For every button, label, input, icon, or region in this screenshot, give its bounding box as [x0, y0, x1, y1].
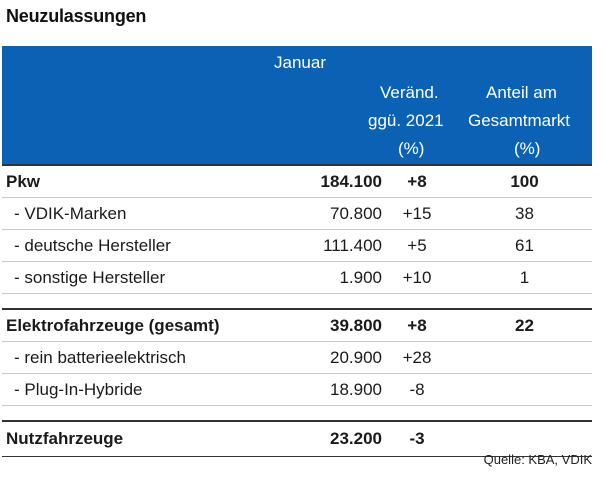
table-row: - rein batterieelektrisch 20.900 +28: [2, 342, 592, 374]
row-label: Nutzfahrzeuge: [6, 429, 124, 448]
row-label: - VDIK-Marken: [14, 204, 127, 223]
header-change-line3: (%): [398, 139, 425, 158]
row-label: Elektrofahrzeuge (gesamt): [6, 316, 220, 335]
page-title: Neuzulassungen: [6, 6, 147, 26]
row-spacer: [2, 294, 592, 308]
table-row: - Plug-In-Hybride 18.900 -8: [2, 374, 592, 406]
row-label: - rein batterieelektrisch: [14, 348, 186, 367]
row-label: - sonstige Hersteller: [14, 268, 166, 287]
header-share-line3: (%): [514, 139, 541, 158]
row-share: 38: [515, 204, 534, 223]
row-share: 22: [515, 316, 534, 335]
row-label: Pkw: [6, 172, 41, 191]
row-label: - deutsche Hersteller: [14, 236, 171, 255]
table-row: Elektrofahrzeuge (gesamt) 39.800 +8 22: [2, 308, 592, 342]
table-row: - VDIK-Marken 70.800 +15 38: [2, 198, 592, 230]
row-change: -3: [409, 429, 425, 448]
row-change: +8: [407, 316, 427, 335]
row-value: 18.900: [330, 380, 382, 399]
row-spacer: [2, 406, 592, 420]
row-value: 111.400: [323, 236, 382, 255]
table-row: - deutsche Hersteller 111.400 +5 61: [2, 230, 592, 262]
row-change: -8: [409, 380, 425, 399]
header-share-line2: Gesamtmarkt: [468, 111, 571, 130]
row-value: 23.200: [330, 429, 382, 448]
table-row: Pkw 184.100 +8 100: [2, 164, 592, 198]
row-label: - Plug-In-Hybride: [14, 380, 143, 399]
row-share: 100: [510, 172, 539, 191]
row-change: +5: [407, 236, 427, 255]
row-change: +28: [402, 348, 432, 367]
row-change: +10: [402, 268, 432, 287]
row-value: 184.100: [320, 172, 382, 191]
header-change-line1: Veränd.: [380, 83, 439, 102]
header-share-line1: Anteil am: [486, 83, 557, 102]
row-share: 1: [519, 268, 530, 287]
row-value: 39.800: [330, 316, 382, 335]
row-change: +15: [402, 204, 432, 223]
source-note: Quelle: KBA, VDIK: [483, 452, 592, 467]
registrations-table: Januar Veränd. ggü. 2021 (%) Anteil am G…: [2, 46, 592, 457]
table-header: Januar Veränd. ggü. 2021 (%) Anteil am G…: [2, 46, 592, 164]
row-value: 20.900: [330, 348, 382, 367]
header-change-line2: ggü. 2021: [368, 111, 444, 130]
row-change: +8: [407, 172, 427, 191]
table-row: - sonstige Hersteller 1.900 +10 1: [2, 262, 592, 294]
header-month: Januar: [274, 53, 326, 72]
row-share: 61: [515, 236, 534, 255]
row-value: 1.900: [339, 268, 382, 287]
row-value: 70.800: [330, 204, 382, 223]
table-row: Nutzfahrzeuge 23.200 -3: [2, 420, 592, 457]
